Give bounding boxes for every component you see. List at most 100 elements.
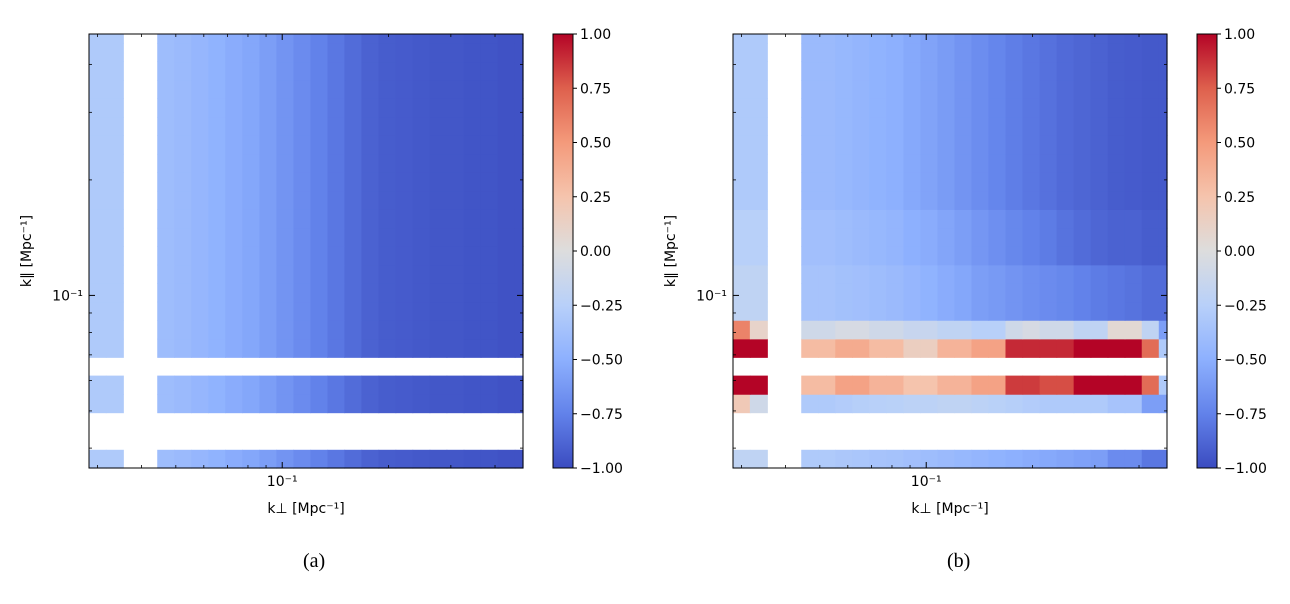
heatmap-cell [1039,394,1058,414]
heatmap-cell [1022,375,1041,395]
heatmap-cell [105,42,124,63]
heatmap-cell [395,449,414,469]
heatmap-cell [818,320,836,340]
heatmap-cell [937,449,956,469]
heatmap-cell [276,209,295,229]
heatmap-cell [174,153,192,173]
heatmap-cell [818,153,836,173]
heatmap-cell [954,264,973,284]
heatmap-cell [920,172,939,192]
heatmap-cell [1107,172,1126,192]
heatmap-cell [157,42,175,63]
heatmap-cell [1107,42,1126,63]
heatmap-cell [835,375,853,395]
heatmap-cell [749,301,768,321]
heatmap-cell [497,61,516,81]
heatmap-cell [174,449,192,469]
plot-frame [88,33,524,469]
heatmap-cell [463,79,482,99]
heatmap-cell [514,209,524,229]
heatmap-cell [344,34,363,44]
heatmap-cell [1107,116,1126,136]
heatmap-cell [1158,172,1168,192]
heatmap-cell [327,172,346,192]
heatmap-cell [497,283,516,303]
heatmap-cell [801,301,819,321]
heatmap-cell [801,61,819,81]
heatmap-cell [105,172,124,192]
heatmap-cell [259,227,278,247]
heatmap-cell [497,264,516,284]
heatmap-cell [937,338,956,358]
heatmap-cell [1073,246,1092,266]
heatmap-cell [852,116,870,136]
heatmap-cell [276,338,295,358]
heatmap-cell [733,394,751,414]
heatmap-cell [1107,394,1126,414]
heatmap-cell [310,338,329,358]
colorbar-tick-label: −1.00 [580,461,623,477]
heatmap-cell [191,301,209,321]
heatmap-cell [276,394,295,414]
heatmap-cell [395,34,414,44]
heatmap-cell [1124,320,1143,340]
heatmap-cell [988,190,1007,210]
heatmap-cell [105,116,124,136]
heatmap-cell [1141,375,1160,395]
heatmap-cell [378,375,397,395]
heatmap-cell [242,98,261,118]
heatmap-cell [1005,42,1024,63]
heatmap-cell [378,227,397,247]
heatmap-cell [157,34,175,44]
heatmap-cell [480,246,499,266]
heatmap-cell [1039,135,1058,155]
heatmap-cell [446,394,465,414]
heatmap-cell [463,246,482,266]
heatmap-cell [293,449,312,469]
heatmap-cell [1141,283,1160,303]
heatmap-cell [1141,338,1160,358]
heatmap-cell [225,320,243,340]
heatmap-cell [971,394,990,414]
heatmap-cell [801,264,819,284]
heatmap-cell [1005,375,1024,395]
heatmap-cell [818,246,836,266]
y-axis-label: k∥ [Mpc⁻¹] [19,215,35,287]
colorbar-tick-label: 0.00 [1224,244,1255,260]
heatmap-cell [310,246,329,266]
heatmap-cell [971,227,990,247]
heatmap-cell [105,34,124,44]
heatmap-cell [344,394,363,414]
heatmap-cell [395,98,414,118]
heatmap-cell [988,264,1007,284]
heatmap-cell [310,209,329,229]
heatmap-cell [242,153,261,173]
heatmap-cell [1039,172,1058,192]
heatmap-cell [835,283,853,303]
heatmap-cell [835,153,853,173]
heatmap-cell [89,135,107,155]
heatmap-cell [818,190,836,210]
heatmap-cell [327,135,346,155]
heatmap-cell [463,449,482,469]
heatmap-cell [310,264,329,284]
heatmap-cell [1073,449,1092,469]
heatmap-cell [344,116,363,136]
heatmap-cell [1124,135,1143,155]
heatmap-cell [191,153,209,173]
colorbar-tick-label: −0.50 [580,353,623,369]
heatmap-cell [327,246,346,266]
heatmap-cell [818,375,836,395]
heatmap-cell [497,79,516,99]
heatmap-cell [920,79,939,99]
heatmap-cell [514,246,524,266]
heatmap-cell [818,338,836,358]
heatmap-cell [1158,79,1168,99]
heatmap-cell [920,449,939,469]
heatmap-cell [1056,79,1075,99]
heatmap-cell [208,98,226,118]
heatmap-cell [412,394,431,414]
heatmap-cell [259,42,278,63]
heatmap-cell [1005,61,1024,81]
heatmap-cell [733,42,751,63]
